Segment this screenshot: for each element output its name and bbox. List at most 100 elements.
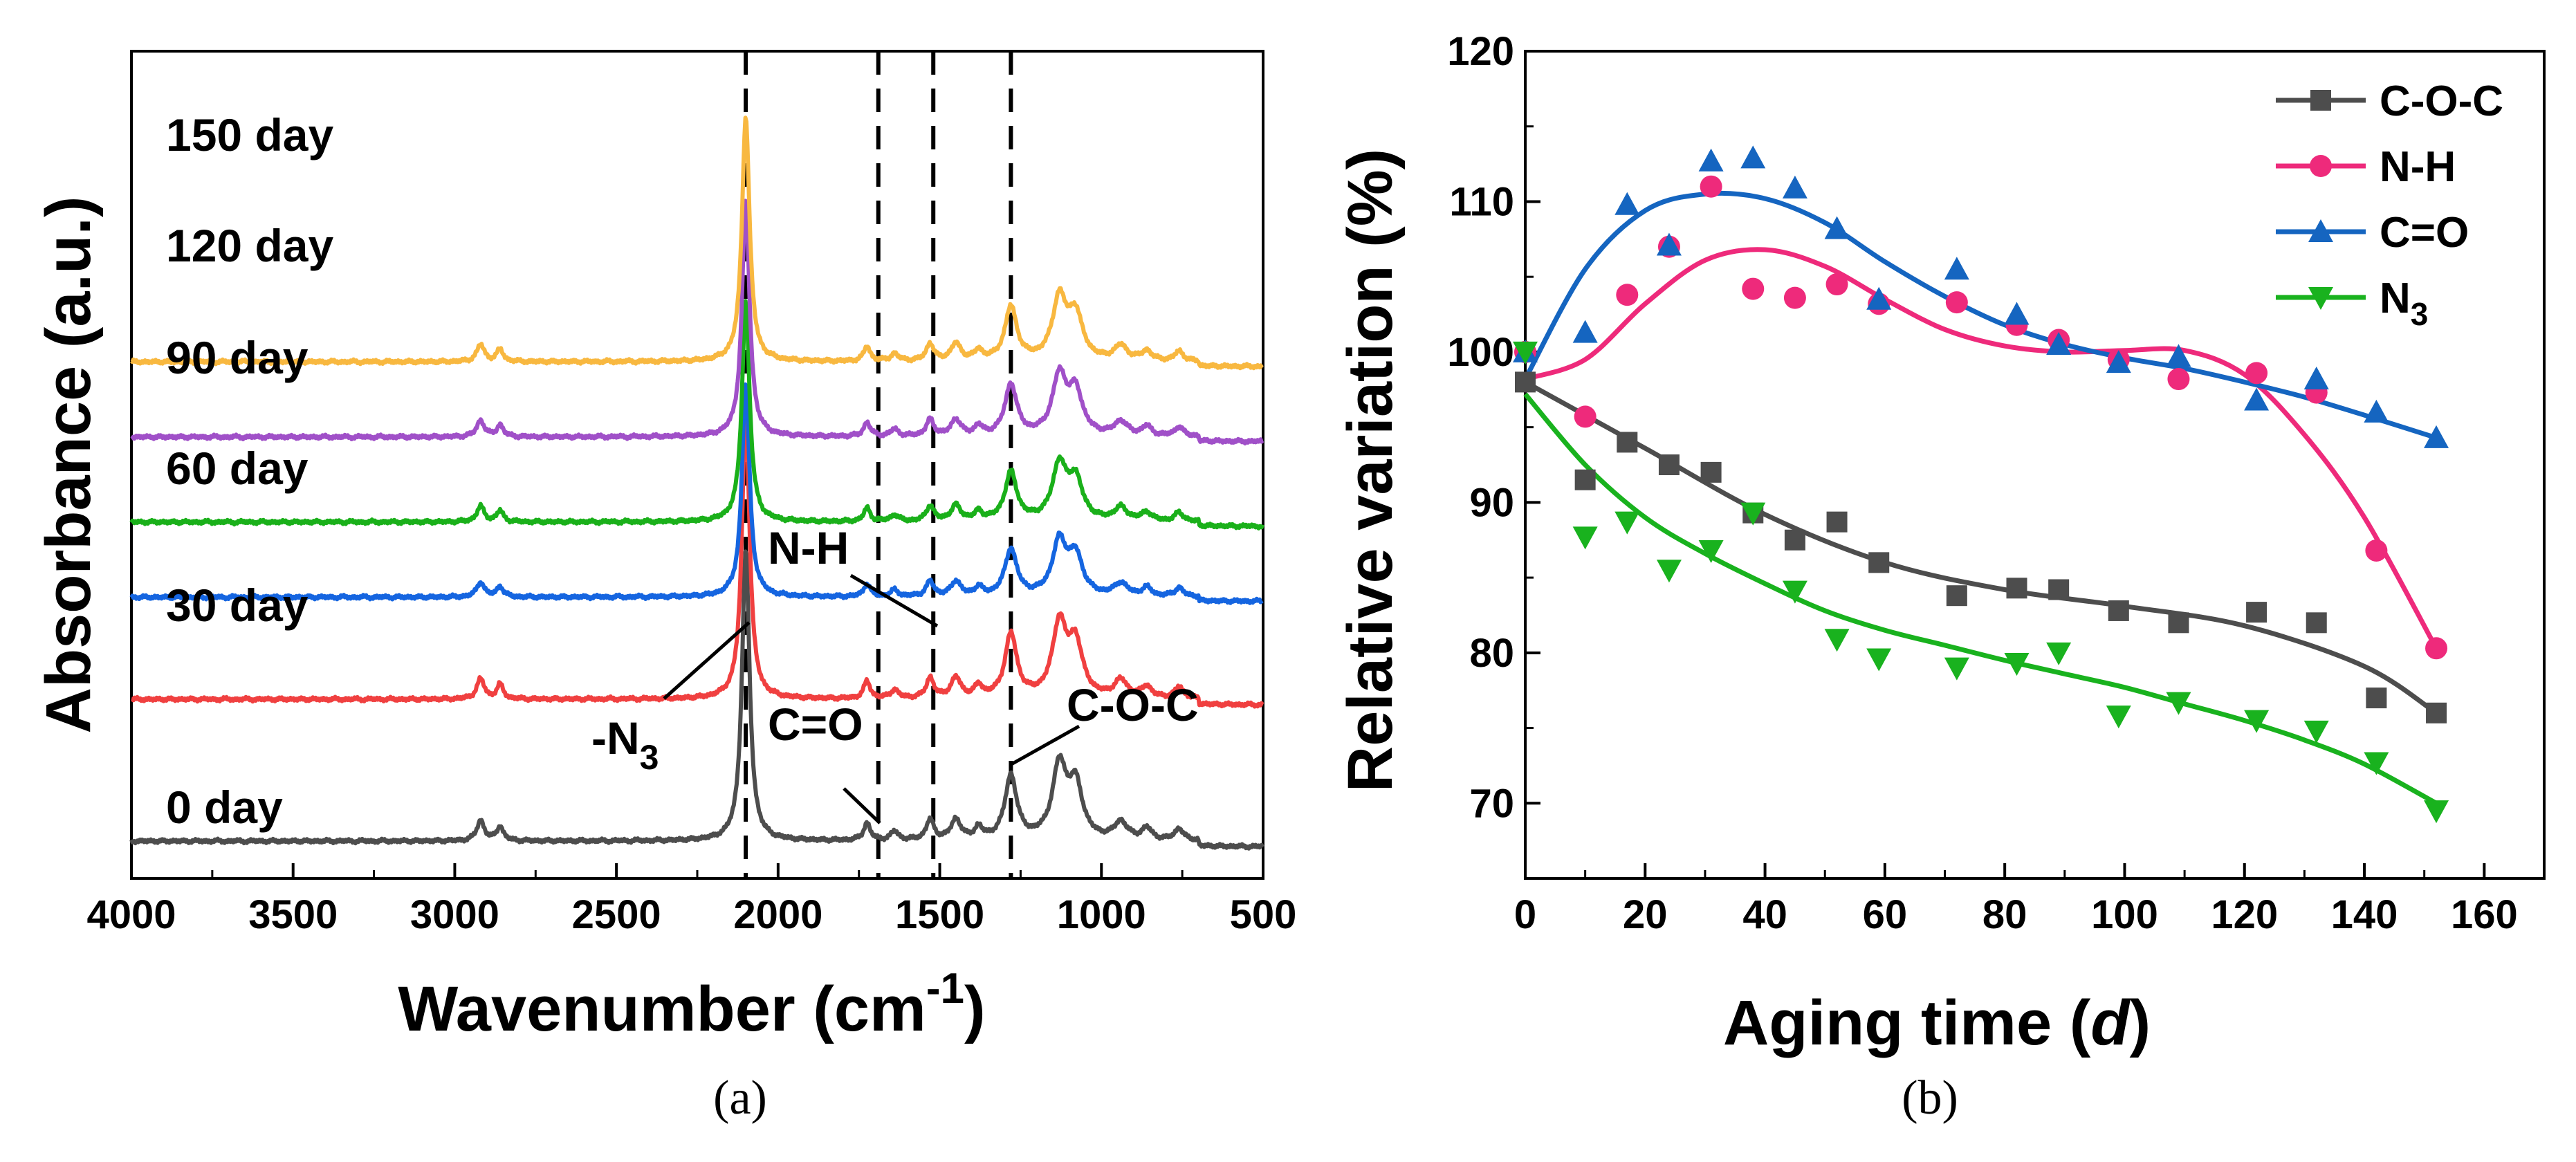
panel-a-annotation-leader (663, 621, 751, 700)
panel-b-data-point (1945, 291, 1968, 314)
panel-b-x-tick-label: 20 (1623, 892, 1668, 937)
panel-b-x-tick-label: 80 (1982, 892, 2027, 937)
panel-b-relative-variation: 0 20 40 60 80 100 120 140 160 70 80 90 100 110 120 C-O… (1335, 29, 2546, 1125)
panel-b-data-point (1740, 502, 1766, 526)
panel-b-y-tick-label: 120 (1447, 29, 1514, 74)
panel-b-data-point (1574, 405, 1597, 428)
panel-b-data-point (1824, 629, 1850, 652)
legend-marker (2308, 219, 2333, 242)
panel-a-spectrum-line (129, 549, 1264, 851)
legend-marker (2310, 155, 2332, 177)
panel-b-y-tick-label: 80 (1469, 631, 1514, 676)
panel-b-data-point (1614, 192, 1640, 215)
panel-a-spectrum-line (130, 409, 1264, 709)
panel-b-data-point (2364, 752, 2389, 775)
panel-b-data-point (2106, 350, 2131, 374)
panel-a-x-tick-label: 2000 (733, 892, 822, 937)
panel-a-x-tick-label: 1000 (1057, 892, 1146, 937)
legend-label: C-O-C (2380, 77, 2503, 125)
panel-b-data-point (1782, 580, 1807, 604)
panel-b-plot-frame (1524, 50, 2546, 880)
panel-a-annotation-n3: -N3 (591, 712, 659, 777)
panel-b-data-point (1824, 216, 1850, 239)
panel-a-x-tick-label: 3500 (248, 892, 338, 937)
panel-a-x-tick-label: 3000 (410, 892, 499, 937)
panel-b-data-point (1515, 371, 1536, 393)
panel-b-data-point (1944, 657, 1969, 681)
panel-b-data-point (1866, 648, 1892, 672)
panel-a-spectrum-line (129, 382, 1264, 605)
panel-b-data-point (2168, 612, 2189, 634)
panel-b-data-point (1946, 585, 1967, 607)
panel-b-data-point (1616, 284, 1639, 306)
panel-a-annotation-coc: C-O-C (1067, 679, 1199, 730)
panel-b-data-point (2004, 302, 2030, 325)
panel-a-annotation-nh: N-H (768, 522, 849, 573)
panel-a-x-tick-label: 4000 (86, 892, 176, 937)
legend-label: N3 (2380, 275, 2428, 332)
panel-a-annotation-co: C=O (768, 699, 863, 750)
panel-a-annotation-leader (1010, 724, 1080, 766)
panel-b-data-point (2244, 387, 2270, 411)
panel-a-x-tick-label: 2500 (572, 892, 661, 937)
panel-b-x-tick-label: 140 (2331, 892, 2398, 937)
panel-b-data-point (1698, 148, 1724, 172)
panel-b-data-point (1740, 145, 1766, 169)
panel-b-data-point (2167, 368, 2190, 391)
panel-b-data-point (1944, 257, 1969, 280)
panel-b-data-point (2424, 425, 2449, 448)
panel-b-fit-curve (1523, 392, 2438, 806)
panel-b-data-point (1826, 511, 1848, 533)
panel-b-data-point (2166, 692, 2191, 715)
panel-b-data-point (2106, 706, 2131, 729)
panel-b-data-point (1574, 469, 1596, 490)
panel-a-series-label: 30 day (166, 580, 309, 631)
panel-b-data-point (1784, 529, 1805, 551)
panel-a-label: (a) (713, 1071, 767, 1125)
panel-b-data-point (1572, 320, 1598, 343)
panel-b-data-point (2046, 642, 2072, 665)
panel-b-data-point (1700, 461, 1722, 483)
panel-a-x-tick-label: 500 (1230, 892, 1297, 937)
panel-b-data-point (1617, 432, 1638, 453)
panel-b-data-point (2306, 612, 2327, 634)
panel-a-spectra: 4000 3500 3000 2500 2000 1500 1000 500 0 day 30 … (33, 50, 1297, 1125)
panel-b-x-tick-label: 120 (2211, 892, 2278, 937)
panel-a-x-tick-label: 1500 (895, 892, 984, 937)
panel-a-spectrum-line (130, 116, 1264, 371)
panel-b-y-tick-label: 100 (1447, 330, 1514, 375)
panel-a-annotation-leader (849, 573, 939, 628)
panel-b-x-tick-label: 40 (1742, 892, 1787, 937)
legend-marker (2310, 90, 2331, 111)
panel-b-data-point (1698, 540, 1724, 563)
legend-marker (2308, 287, 2333, 310)
panel-b-data-point (1656, 232, 1682, 256)
panel-b-data-point (1572, 526, 1598, 550)
panel-b-data-point (1513, 341, 1538, 365)
panel-b-data-point (1656, 560, 1682, 583)
panel-b-data-point (1783, 286, 1806, 309)
panel-b-y-axis-label: Relative variation (%) (1335, 149, 1406, 793)
legend-label: N-H (2380, 143, 2456, 191)
panel-b-data-point (2046, 332, 2072, 356)
panel-a-series-label: 120 day (166, 220, 333, 271)
legend-label: C=O (2380, 209, 2469, 257)
panel-b-y-tick-label: 110 (1449, 179, 1514, 224)
panel-b-data-point (2048, 579, 2070, 600)
panel-a-annotation-leader (843, 787, 881, 824)
panel-b-data-point (1866, 286, 1892, 310)
panel-b-x-tick-label: 100 (2091, 892, 2158, 937)
panel-b-data-point (1742, 277, 1765, 300)
panel-b-data-point (2424, 800, 2449, 824)
panel-b-data-point (2166, 344, 2191, 367)
panel-a-series-label: 60 day (166, 443, 309, 494)
panel-b-data-point (2245, 362, 2268, 385)
panel-b-x-tick-label: 60 (1863, 892, 1908, 937)
panel-a-y-axis-label: Absorbance (a.u.) (33, 196, 104, 733)
panel-a-series-label: 90 day (166, 332, 309, 383)
panel-b-data-point (2425, 637, 2448, 660)
panel-a-spectrum-line (129, 299, 1264, 531)
panel-b-data-point (1700, 175, 1722, 198)
panel-b-data-point (2426, 702, 2447, 723)
